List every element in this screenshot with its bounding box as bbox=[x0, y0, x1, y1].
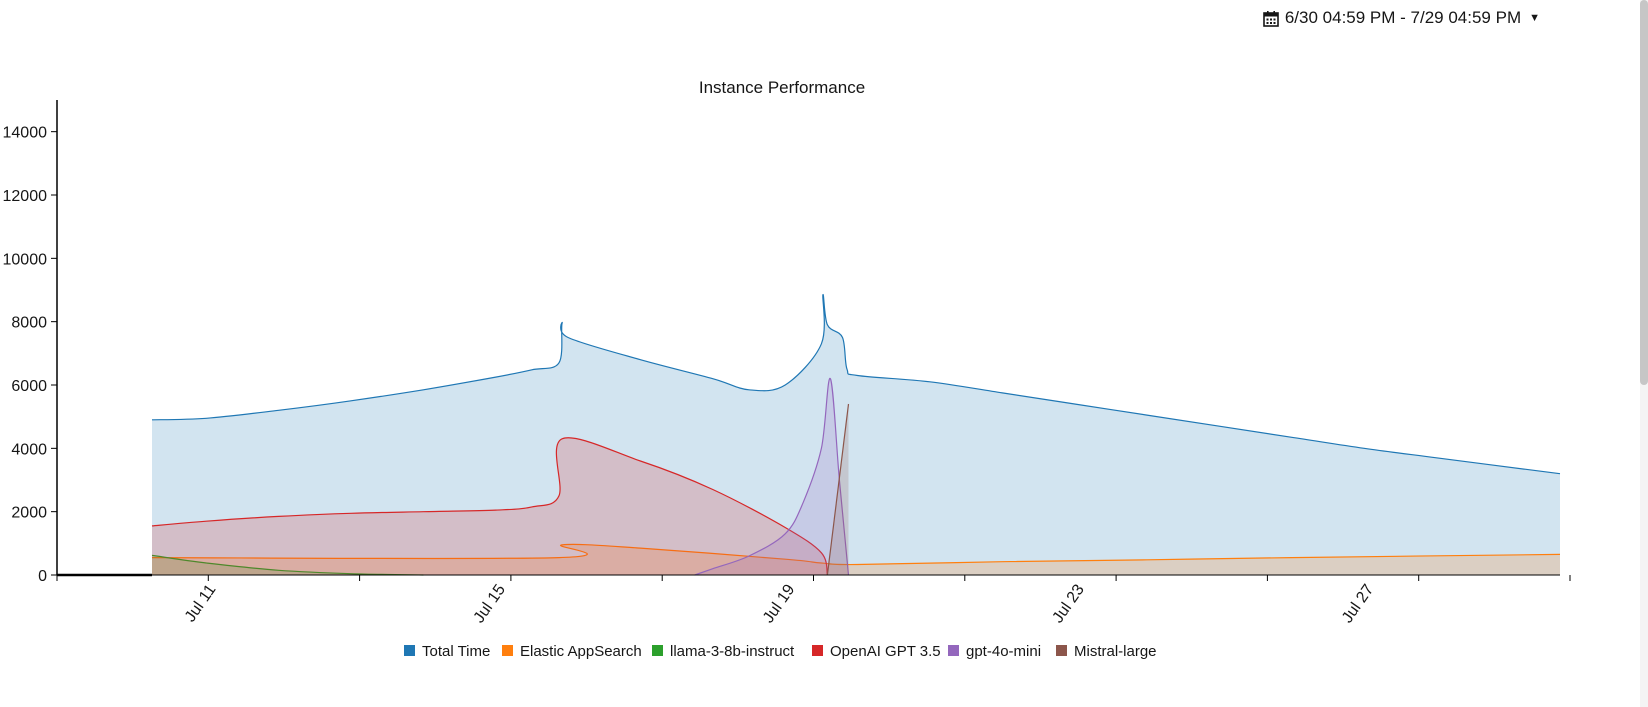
legend-swatch bbox=[1056, 645, 1067, 656]
series-line-openai-gpt-3-5 bbox=[151, 437, 828, 576]
y-tick-label: 0 bbox=[38, 568, 47, 585]
x-tick-label: Jul 15 bbox=[471, 581, 509, 626]
legend-label: OpenAI GPT 3.5 bbox=[830, 643, 941, 660]
legend-swatch bbox=[948, 645, 959, 656]
series-area-gpt-4o-mini bbox=[694, 378, 849, 575]
series-line-gpt-4o-mini bbox=[694, 378, 850, 576]
scrollbar-thumb[interactable] bbox=[1640, 0, 1648, 385]
chart-legend: Total Time Elastic AppSearch llama-3-8b-in… bbox=[404, 643, 1157, 660]
caret-down-icon: ▼ bbox=[1529, 12, 1540, 24]
y-tick-label: 2000 bbox=[11, 505, 47, 522]
chart-title: Instance Performance bbox=[699, 78, 865, 97]
legend-swatch bbox=[502, 645, 513, 656]
series-area-llama-3-8b-instruct bbox=[152, 555, 424, 575]
legend-item-elastic-appsearch: Elastic AppSearch bbox=[502, 643, 642, 660]
series-line-total-time bbox=[151, 294, 1561, 475]
legend-label: Total Time bbox=[422, 643, 490, 660]
legend-swatch bbox=[812, 645, 823, 656]
legend-item-openai-gpt-3-5: OpenAI GPT 3.5 bbox=[812, 643, 941, 660]
legend-swatch bbox=[652, 645, 663, 656]
legend-item-llama-3-8b-instruct: llama-3-8b-instruct bbox=[652, 643, 795, 660]
y-tick-label: 10000 bbox=[3, 251, 48, 268]
x-tick-label: Jul 23 bbox=[1049, 581, 1087, 626]
legend-label: gpt-4o-mini bbox=[966, 643, 1041, 660]
y-tick-label: 12000 bbox=[3, 188, 48, 205]
legend-swatch bbox=[404, 645, 415, 656]
x-tick-label: Jul 19 bbox=[760, 581, 798, 626]
legend-item-gpt-4o-mini: gpt-4o-mini bbox=[948, 643, 1041, 660]
date-range-label: 6/30 04:59 PM - 7/29 04:59 PM bbox=[1284, 8, 1522, 27]
legend-item-total-time: Total Time bbox=[404, 643, 490, 660]
legend-label: Mistral-large bbox=[1074, 643, 1157, 660]
series-area-elastic-appsearch bbox=[152, 544, 1560, 575]
series-line-llama-3-8b-instruct bbox=[151, 554, 424, 576]
y-tick-label: 14000 bbox=[3, 125, 48, 142]
instance-performance-chart: Instance Performance 0 2000 4000 6000 8000 100… bbox=[3, 78, 1571, 660]
x-tick-label: Jul 11 bbox=[182, 581, 220, 625]
calendar-icon bbox=[1263, 10, 1279, 27]
series-line-mistral-large bbox=[826, 403, 850, 576]
date-range-picker[interactable]: 6/30 04:59 PM - 7/29 04:59 PM ▼ bbox=[1263, 6, 1540, 30]
y-tick-label: 8000 bbox=[11, 315, 47, 332]
legend-label: Elastic AppSearch bbox=[520, 643, 642, 660]
y-tick-label: 4000 bbox=[11, 441, 47, 458]
series-line-elastic-appsearch bbox=[151, 543, 1561, 566]
legend-item-mistral-large: Mistral-large bbox=[1056, 643, 1157, 660]
series-area-openai-gpt-3-5 bbox=[152, 437, 828, 575]
legend-label: llama-3-8b-instruct bbox=[670, 643, 795, 660]
scrollbar-track[interactable] bbox=[1640, 0, 1648, 707]
x-tick-label: Jul 27 bbox=[1339, 581, 1377, 626]
series-area-total-time bbox=[152, 294, 1560, 575]
y-tick-label: 6000 bbox=[11, 378, 47, 395]
